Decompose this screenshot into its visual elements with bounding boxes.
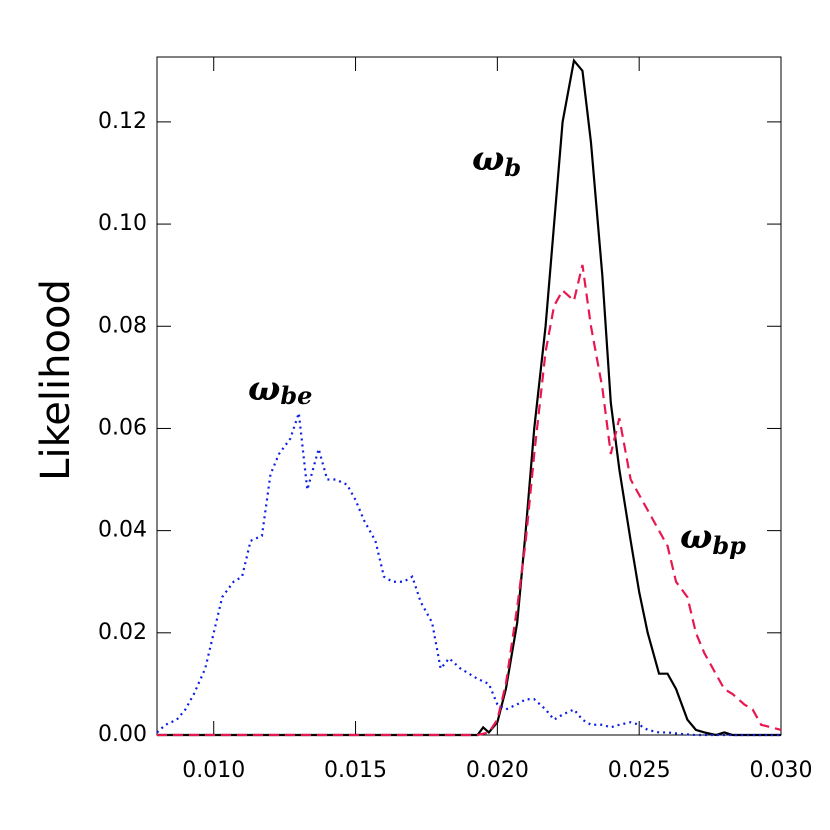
x-tick-label: 0.030 [750, 758, 813, 783]
annotation-sub: bp [712, 531, 746, 560]
series-line [157, 58, 781, 737]
y-tick-label: 0.12 [98, 109, 147, 134]
y-tick-label: 0.08 [98, 313, 147, 338]
x-tick-label: 0.025 [608, 758, 671, 783]
series-line [157, 264, 782, 737]
annotation-base: ω [472, 139, 504, 179]
y-tick-label: 0.02 [98, 620, 147, 645]
annotation: ωbe [248, 369, 312, 410]
x-tick-label: 0.015 [324, 758, 387, 783]
y-axis-label: Likelihood [33, 279, 79, 481]
annotation: ωbp [680, 517, 746, 560]
annotation: ωb [472, 139, 521, 182]
annotation-sub: be [280, 381, 312, 410]
series-line [156, 412, 781, 737]
annotation-base: ω [248, 369, 280, 409]
x-tick-label: 0.020 [466, 758, 529, 783]
y-tick-label: 0.10 [98, 211, 147, 236]
y-tick-label: 0.06 [98, 415, 147, 440]
annotation-sub: b [504, 153, 521, 182]
y-tick-label: 0.00 [98, 722, 147, 747]
annotation-base: ω [680, 517, 712, 557]
x-tick-label: 0.010 [182, 758, 245, 783]
y-tick-label: 0.04 [98, 518, 147, 543]
